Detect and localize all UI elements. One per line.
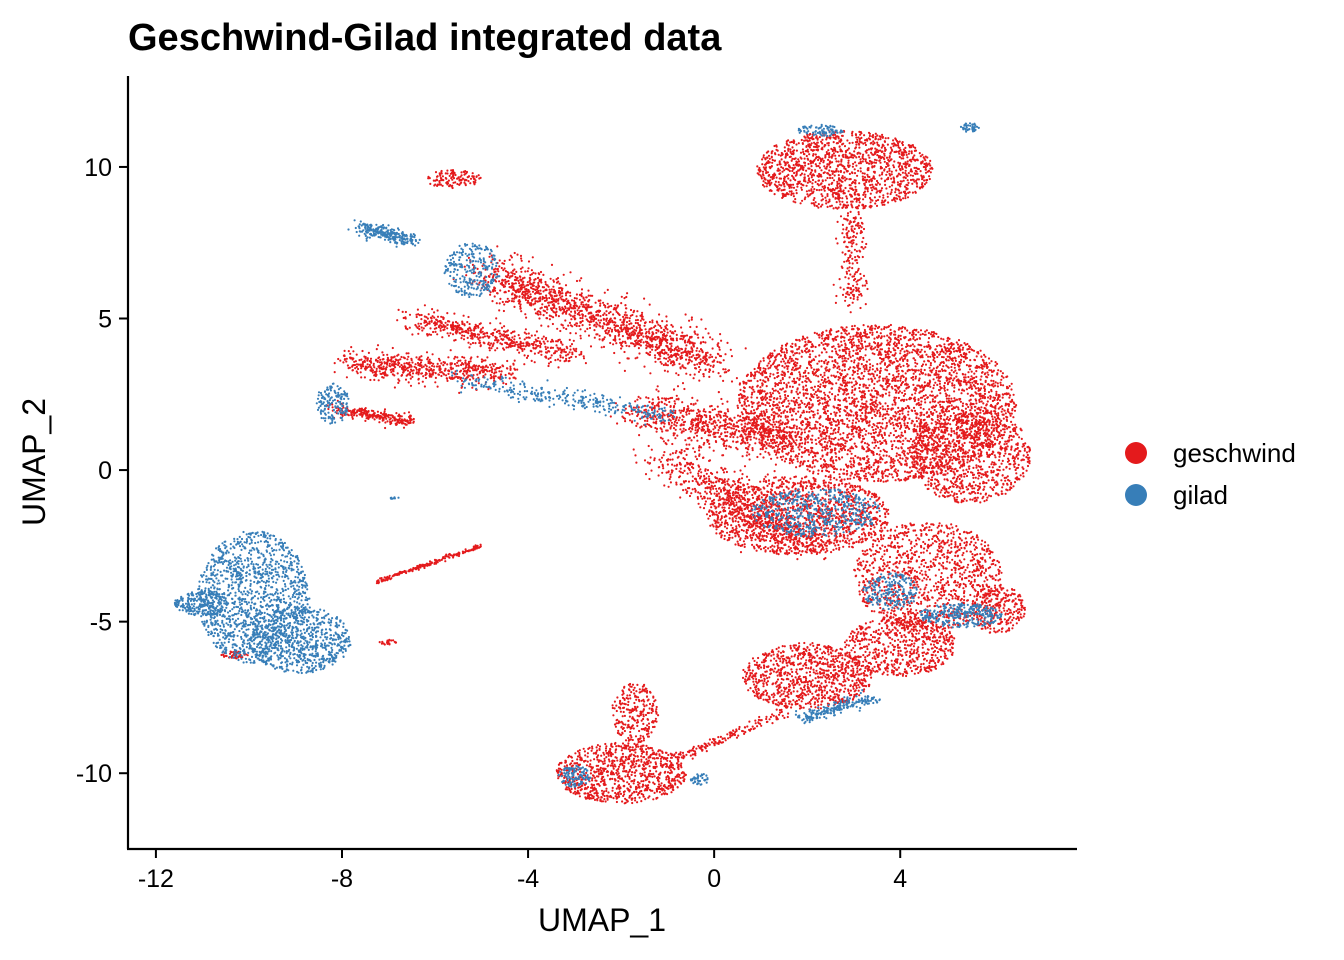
x-tick-label: -4 xyxy=(517,865,539,893)
y-tick-label: -5 xyxy=(90,609,112,637)
y-tick-label: 10 xyxy=(84,154,112,182)
x-tick-label: -12 xyxy=(138,865,174,893)
legend: geschwind gilad xyxy=(1125,438,1296,510)
legend-key-gilad xyxy=(1125,484,1147,506)
legend-key-geschwind xyxy=(1125,442,1147,464)
x-tick-label: -8 xyxy=(331,865,353,893)
series-geschwind-point-cloud xyxy=(220,129,1032,805)
x-tick-label: 0 xyxy=(707,865,721,893)
x-tick-label: 4 xyxy=(893,865,907,893)
legend-label-gilad: gilad xyxy=(1173,480,1228,510)
legend-label-geschwind: geschwind xyxy=(1173,438,1296,468)
points-layer xyxy=(173,122,1032,805)
chart-title: Geschwind-Gilad integrated data xyxy=(128,17,722,59)
series-geschwind-points xyxy=(220,129,1032,805)
x-axis-ticks: -12 -8 -4 0 4 xyxy=(138,849,907,893)
y-tick-label: 5 xyxy=(98,306,112,334)
y-axis-ticks: -10 -5 0 5 10 xyxy=(76,154,128,788)
y-axis-title: UMAP_2 xyxy=(16,398,52,526)
series-gilad-points xyxy=(173,122,1003,788)
series-gilad-point-cloud xyxy=(173,122,1003,788)
y-tick-label: 0 xyxy=(98,457,112,485)
y-tick-label: -10 xyxy=(76,760,112,788)
x-axis-title: UMAP_1 xyxy=(538,902,666,938)
